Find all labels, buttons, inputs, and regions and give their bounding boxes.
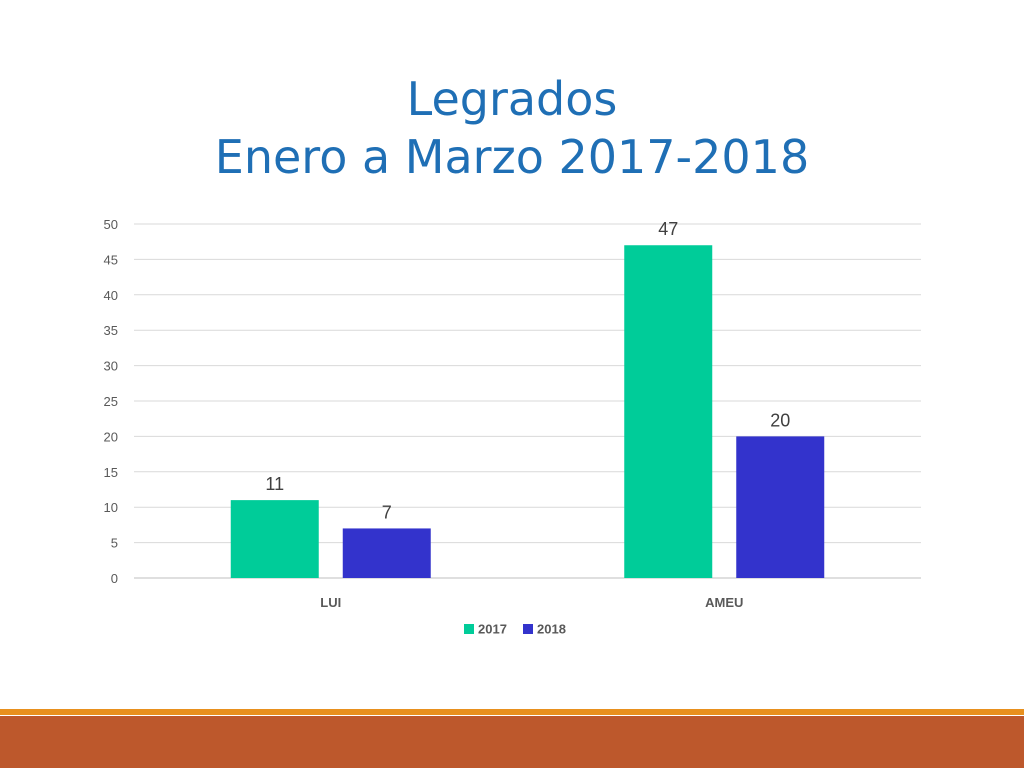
y-tick-label: 45: [104, 252, 118, 267]
y-tick-label: 30: [104, 359, 118, 374]
data-label: 7: [382, 502, 392, 522]
y-tick-label: 10: [104, 500, 118, 515]
y-tick-label: 35: [104, 323, 118, 338]
y-tick-label: 0: [111, 571, 118, 586]
title-line-2: Enero a Marzo 2017-2018: [214, 130, 810, 184]
bar: [342, 528, 431, 578]
legend-swatch: [523, 624, 533, 634]
data-label: 20: [770, 410, 790, 430]
bar: [624, 245, 713, 579]
y-tick-label: 25: [104, 394, 118, 409]
x-category-label: LUI: [320, 595, 341, 610]
data-label: 11: [265, 474, 284, 494]
y-tick-label: 15: [104, 465, 118, 480]
x-category-label: AMEU: [705, 595, 743, 610]
title-line-1: Legrados: [406, 72, 618, 126]
data-label: 47: [658, 219, 678, 239]
slide-title: Legrados Enero a Marzo 2017-2018: [0, 70, 1024, 186]
bar-chart: 0 5 10 15 20 25 30 35 40 45 50 11 7 LUI 47 20 AMEU 2017 20…: [104, 217, 921, 637]
y-tick-label: 20: [104, 429, 118, 444]
legend-label: 2017: [478, 622, 507, 637]
y-tick-label: 50: [104, 217, 118, 232]
y-tick-label: 5: [111, 536, 118, 551]
footer-band: [0, 716, 1024, 768]
bar: [230, 500, 319, 578]
y-tick-label: 40: [104, 288, 118, 303]
bar: [736, 436, 825, 578]
legend-swatch: [464, 624, 474, 634]
legend-label: 2018: [537, 622, 566, 637]
footer-accent-stripe: [0, 709, 1024, 715]
